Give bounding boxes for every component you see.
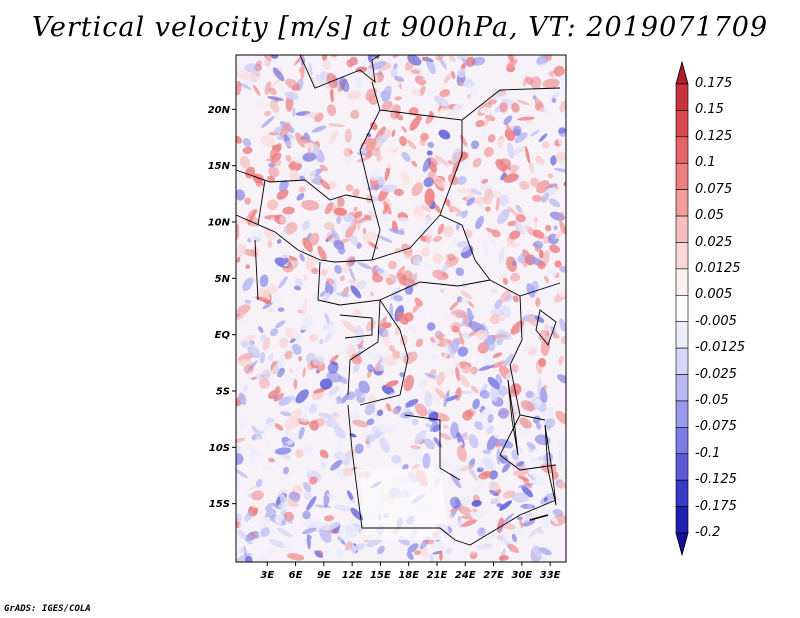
lon-tick-label: 3E	[260, 570, 274, 581]
map-frame	[235, 54, 567, 563]
colorbar-bottom-arrow	[675, 532, 689, 557]
border-line	[404, 414, 461, 481]
border-line	[461, 87, 561, 121]
lon-tick-label: 24E	[455, 570, 476, 581]
colorbar-segment	[675, 294, 689, 323]
colorbar-segment	[675, 400, 689, 428]
border-line	[371, 214, 491, 281]
colorbar-segment	[675, 136, 689, 164]
colorbar-label: 0.05	[695, 208, 724, 224]
colorbar-label: 0.15	[695, 102, 724, 118]
velocity-field	[236, 55, 566, 562]
lon-tick-label: 6E	[289, 570, 303, 581]
border-line	[339, 314, 373, 339]
colorbar-label: 0.1	[695, 155, 716, 171]
lake-victoria	[535, 309, 557, 346]
colorbar-segment	[675, 110, 689, 138]
colorbar-segment	[675, 189, 689, 217]
border-line	[235, 169, 373, 201]
border-line	[379, 279, 491, 301]
lat-tick-label: 15N	[208, 161, 231, 172]
lat-tick-label: 10S	[209, 443, 230, 454]
chart-title: Vertical velocity [m/s] at 900hPa, VT: 2…	[31, 12, 769, 43]
lake-malawi	[544, 424, 557, 506]
colorbar-label: -0.175	[695, 498, 737, 514]
lon-tick-label: 33E	[540, 570, 561, 581]
colorbar-segment	[675, 374, 689, 402]
colorbar-segment	[675, 242, 689, 270]
lake-kariba	[529, 514, 549, 521]
lon-tick-label: 30E	[511, 570, 532, 581]
colorbar-label: 0.125	[695, 128, 733, 144]
colorbar-segment	[675, 427, 689, 455]
lat-tick-label: 5N	[215, 274, 231, 285]
lon-tick-label: 12E	[342, 570, 363, 581]
border-line	[359, 299, 409, 406]
border-line	[257, 179, 266, 226]
colorbar-label: 0.025	[695, 234, 733, 250]
border-line	[499, 414, 557, 471]
colorbar-label: -0.125	[695, 472, 737, 488]
colorbar-segment	[675, 215, 689, 243]
lon-tick-label: 15E	[370, 570, 391, 581]
country-borders	[235, 54, 561, 546]
border-line	[359, 81, 381, 261]
colorbar	[675, 60, 689, 557]
colorbar-label: -0.005	[695, 313, 737, 329]
colorbar-label: 0.075	[695, 181, 733, 197]
colorbar-label: 0.005	[695, 287, 733, 303]
border-line	[379, 109, 463, 216]
lon-tick-label: 9E	[317, 570, 331, 581]
colorbar-segment	[675, 479, 689, 507]
colorbar-top-arrow	[675, 60, 689, 85]
lat-tick-label: 20N	[208, 105, 231, 116]
colorbar-label: 0.175	[695, 76, 733, 91]
colorbar-segment	[675, 453, 689, 481]
lat-tick-label: 5S	[216, 387, 230, 398]
lake-tanganyika	[507, 379, 519, 456]
lat-tick-label: 10N	[208, 218, 231, 229]
lat-tick-label: 15S	[209, 499, 230, 510]
colorbar-label: 0.0125	[695, 260, 741, 276]
border-line	[254, 239, 259, 301]
lon-tick-label: 18E	[398, 570, 419, 581]
colorbar-segment	[675, 83, 689, 111]
colorbar-segment	[675, 268, 689, 296]
grads-credit: GrADS: IGES/COLA	[4, 604, 91, 614]
colorbar-segment	[675, 506, 689, 534]
border-line	[299, 54, 381, 89]
colorbar-segment	[675, 347, 689, 375]
border-line	[509, 295, 546, 421]
border-line	[347, 404, 557, 546]
lon-tick-label: 27E	[483, 570, 504, 581]
colorbar-label: -0.075	[695, 419, 737, 435]
colorbar-segment	[675, 162, 689, 190]
colorbar-label: -0.05	[695, 392, 729, 408]
colorbar-label: -0.1	[695, 445, 721, 461]
lon-tick-label: 21E	[427, 570, 448, 581]
lat-tick-label: EQ	[215, 330, 231, 341]
border-line	[235, 214, 373, 263]
colorbar-label: -0.2	[695, 525, 721, 540]
colorbar-segment	[675, 321, 689, 349]
colorbar-label: -0.025	[695, 366, 737, 382]
colorbar-label: -0.0125	[695, 340, 746, 356]
